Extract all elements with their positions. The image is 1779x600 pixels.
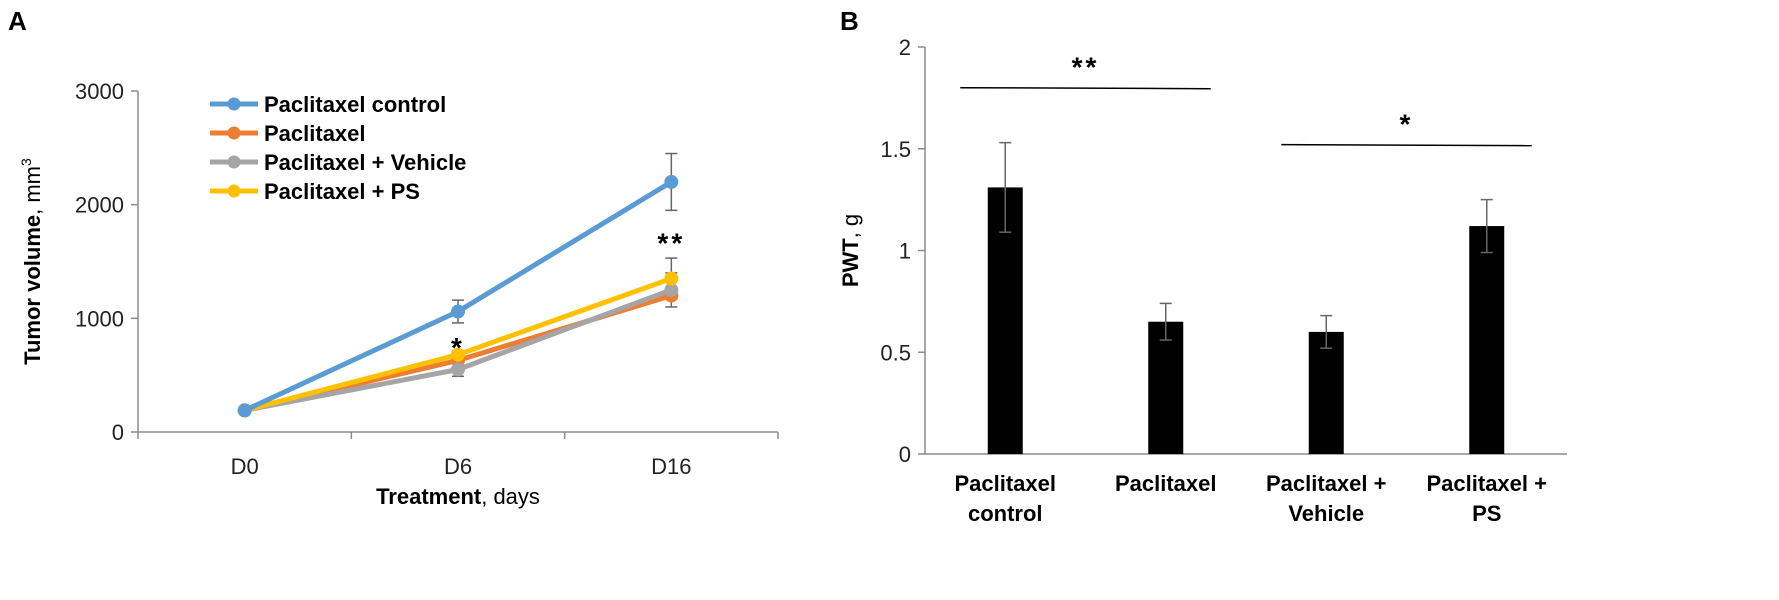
pwt-bar-chart: 0 0.5 1 1.5 2 PWT, g Paclitaxel control Paclitax…: [838, 35, 1567, 526]
x-axis-title-normal: , days: [481, 484, 540, 509]
x-category-label-b: Paclitaxel +: [1266, 471, 1386, 496]
y-tick-label-b: 2: [899, 35, 911, 60]
x-category-label-b: Paclitaxel: [954, 471, 1056, 496]
significance-marker-b: **: [1072, 52, 1100, 83]
bar-paclitaxel-vehicle: [1308, 331, 1344, 454]
x-category-label-b: PS: [1472, 501, 1501, 526]
significance-marker-a: *: [451, 332, 465, 363]
panel-label-a: A: [8, 6, 27, 36]
x-tick-label-a: D0: [231, 454, 259, 479]
bar-paclitaxel-ps: [1469, 226, 1505, 454]
y-tick-label-b: 1.5: [880, 137, 911, 162]
x-category-label-b: Vehicle: [1288, 501, 1364, 526]
data-point-paclitaxel-control: [237, 403, 252, 418]
legend-label-paclitaxel-control: Paclitaxel control: [264, 92, 446, 117]
legend-label-paclitaxel: Paclitaxel: [264, 121, 366, 146]
y-tick-label-a: 3000: [75, 79, 124, 104]
data-point-paclitaxel-ps: [451, 347, 465, 362]
tumor-volume-line-chart: 0 1000 2000 3000 D0 D6 D16 Treatment, days Tumor…: [18, 79, 779, 509]
legend-marker-paclitaxel-ps: [227, 184, 241, 198]
y-tick-label-a: 2000: [75, 193, 124, 218]
y-axis-title-b: PWT, g: [838, 214, 863, 287]
data-point-paclitaxel-ps: [664, 271, 679, 286]
y-axis-title-sup: 3: [18, 158, 34, 166]
legend-label-paclitaxel-ps: Paclitaxel + PS: [264, 179, 420, 204]
data-point-paclitaxel-control: [451, 304, 465, 319]
y-axis-title-a: Tumor volume, mm3: [18, 158, 45, 365]
y-tick-label-b: 0.5: [880, 340, 911, 365]
y-tick-label-a: 0: [112, 420, 124, 445]
legend-marker-paclitaxel-control: [227, 97, 241, 111]
y-tick-label-b: 1: [899, 239, 911, 264]
legend-marker-paclitaxel-vehicle: [227, 155, 241, 169]
bar-paclitaxel: [1148, 321, 1184, 454]
data-point-paclitaxel-vehicle: [664, 282, 679, 297]
y-tick-label-a: 1000: [75, 306, 124, 331]
data-point-paclitaxel-vehicle: [451, 362, 465, 377]
y-tick-label-b: 0: [899, 442, 911, 467]
y-axis-title-normal-b: , g: [838, 214, 863, 238]
legend-marker-paclitaxel: [227, 126, 241, 140]
x-category-label-b: Paclitaxel +: [1427, 471, 1547, 496]
x-tick-label-a: D6: [444, 454, 472, 479]
x-category-label-b: control: [968, 501, 1043, 526]
legend-label-paclitaxel-vehicle: Paclitaxel + Vehicle: [264, 150, 466, 175]
y-axis-title-bold: Tumor volume: [20, 215, 45, 365]
significance-marker-a: **: [657, 227, 685, 258]
panel-label-b: B: [840, 6, 859, 36]
significance-bracket-b: [960, 86, 1211, 90]
y-axis-title-normal: , mm: [20, 166, 45, 215]
x-tick-label-a: D16: [651, 454, 691, 479]
y-axis-title-bold-b: PWT: [838, 238, 863, 287]
data-point-paclitaxel-control: [664, 174, 679, 189]
x-category-label-b: Paclitaxel: [1115, 471, 1217, 496]
x-axis-title-a: Treatment, days: [376, 484, 540, 509]
significance-marker-b: *: [1400, 109, 1414, 140]
x-axis-title-bold: Treatment: [376, 484, 482, 509]
significance-bracket-b: [1281, 143, 1532, 147]
